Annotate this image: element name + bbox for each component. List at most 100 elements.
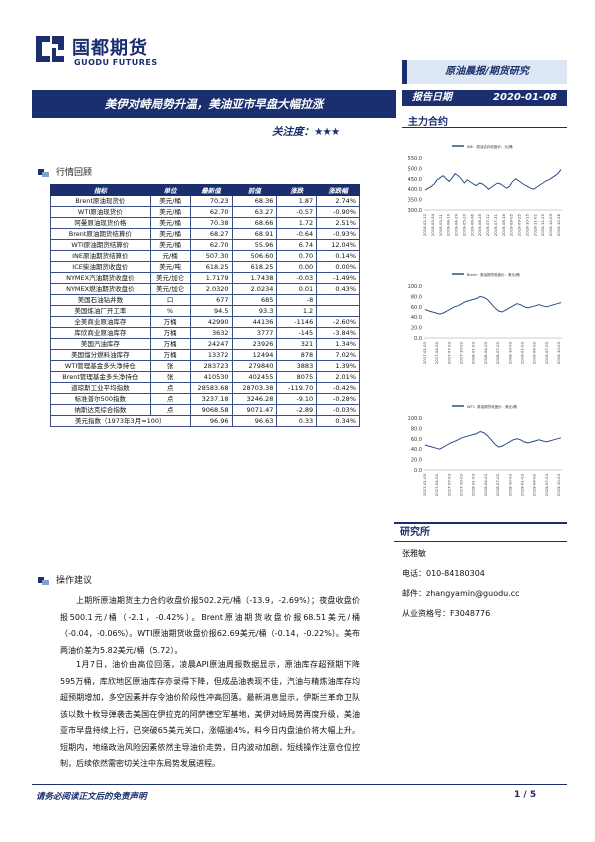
table-cell: 618.25 (189, 261, 233, 273)
x-tick-label: 2019-04-03 (532, 341, 537, 364)
table-cell: 0.43% (316, 283, 360, 295)
table-cell: 张 (149, 371, 191, 383)
table-cell-name: WTI原油现货价 (50, 206, 151, 218)
x-tick-label: 2017-07-03 (446, 473, 451, 496)
table-cell: 元/桶 (149, 250, 191, 262)
table-cell: 1.7438 (231, 272, 278, 284)
table-cell: 万桶 (149, 338, 191, 350)
y-tick-label: 80.0 (411, 294, 422, 300)
y-tick-label: 500.0 (408, 166, 422, 172)
series-line (424, 169, 562, 191)
table-row: 库欣商业原油库存 万桶 3632 3777 -145 -3.84% (50, 327, 360, 339)
table-cell: 13372 (189, 349, 233, 361)
table-row: 标准普尔500指数点 3237.18 3246.28 -9.10 -0.28% (50, 393, 360, 405)
table-cell: % (149, 305, 191, 317)
table-cell: 万桶 (149, 327, 191, 339)
y-tick-label: 550.0 (408, 156, 422, 162)
table-row: 道琼斯工业平均指数点 28583.68 28703.38 -119.70 -0.42% (50, 382, 360, 394)
table-cell: 1.39% (316, 360, 360, 372)
table-cell: 0.34% (316, 415, 360, 427)
table-cell: -0.90% (316, 206, 360, 218)
x-tick-label: 2017-01-03 (422, 473, 427, 496)
table-row: WTI原油期货结算价 美元/桶 62.70 55.96 6.74 12.04% (50, 239, 360, 251)
x-tick-label: 2017-01-03 (422, 341, 427, 364)
table-cell: 402455 (231, 371, 278, 383)
table-cell: 1.34% (316, 338, 360, 350)
x-tick-label: 2019-03-04 (430, 213, 435, 236)
table-cell-name: 美国馏分燃料油库存 (50, 349, 151, 361)
report-title: 美伊对峙局势升温，美油亚市早盘大幅拉涨 (32, 90, 396, 118)
table-cell: -8 (276, 294, 318, 306)
page-number: 1 / 5 (514, 790, 537, 800)
x-tick-label: 2017-10-03 (459, 341, 464, 364)
x-tick-label: 2019-07-03 (544, 473, 549, 496)
x-tick-label: 2018-10-03 (507, 473, 512, 496)
table-cell: -145 (276, 327, 318, 339)
table-cell: 3777 (231, 327, 278, 339)
table-cell: 70.23 (189, 195, 233, 207)
table-row: 美国馏分燃料油库存 万桶 13372 12494 878 7.02% (50, 349, 360, 361)
table-cell: -1146 (276, 316, 318, 328)
table-cell: 63.27 (231, 206, 278, 218)
table-cell: 1.87 (276, 195, 318, 207)
table-cell: 12494 (231, 349, 278, 361)
table-cell-name: WTI原油期货结算价 (50, 239, 151, 251)
table-cell: 0.70 (276, 250, 318, 262)
table-header-cell: 前值 (231, 184, 278, 196)
table-cell: 美元/桶 (149, 217, 191, 229)
table-cell: -3.84% (316, 327, 360, 339)
table-cell: 677 (189, 294, 233, 306)
table-header-cell: 涨跌 (276, 184, 318, 196)
table-row: ICE柴油期货收盘价 美元/吨 618.25 618.25 0.00 0.00% (50, 261, 360, 273)
y-tick-label: 20.0 (411, 458, 422, 464)
operation-advice-heading: 操作建议 (38, 573, 92, 586)
y-tick-label: 350.0 (408, 198, 422, 204)
main-contract-label: 主力合约 (402, 113, 567, 128)
table-cell: 55.96 (231, 239, 278, 251)
table-cell-name: 标准普尔500指数 (50, 393, 151, 405)
table-header-cell: 指标 (50, 184, 151, 196)
focus-rating: 关注度：★★★ (272, 124, 340, 139)
table-cell-name: NYMEX汽油期货收盘价 (50, 272, 151, 284)
table-row: Brent管理基金多头净持仓张 410530 402455 8075 2.01% (50, 371, 360, 383)
table-cell: 美元/桶 (149, 206, 191, 218)
table-cell: 万桶 (149, 316, 191, 328)
legend-label: INE：原油合约收盘价：元/桶 (467, 144, 513, 149)
table-cell: 3883 (276, 360, 318, 372)
table-row: 美元指数（1973年3月=100） 96.96 96.63 0.33 0.34% (50, 415, 360, 427)
market-review-heading: 行情回顾 (38, 165, 92, 178)
table-row: NYMEX汽油期货收盘价 美元/加仑 1.7179 1.7438 -0.03 -1.49% (50, 272, 360, 284)
table-row: 美国汽油库存 万桶 24247 23926 321 1.34% (50, 338, 360, 350)
table-cell: 3237.18 (189, 393, 233, 405)
x-tick-label: 2019-07-12 (485, 213, 490, 236)
table-cell: -0.64 (276, 228, 318, 240)
table-cell: 24247 (189, 338, 233, 350)
analyst-phone: 电话：010-84180304 (402, 569, 485, 578)
table-cell: 12.04% (316, 239, 360, 251)
table-header-row: 指标 单位 最新值 前值 涨跌 涨跌幅 (50, 184, 360, 196)
series-line (424, 430, 562, 450)
table-cell-name: WTI管理基金多头净持仓 (50, 360, 151, 372)
table-cell: 点 (149, 382, 191, 394)
y-tick-label: 450.0 (408, 177, 422, 183)
table-cell: 68.36 (231, 195, 278, 207)
table-cell: 1.72 (276, 217, 318, 229)
x-tick-label: 2019-08-19 (501, 213, 506, 236)
table-cell-name: ICE柴油期货收盘价 (50, 261, 151, 273)
table-cell: -1.49% (316, 272, 360, 284)
table-cell: 68.91 (231, 228, 278, 240)
table-cell: 美元/桶 (149, 239, 191, 251)
x-tick-label: 2019-11-20 (540, 213, 545, 236)
x-tick-label: 2017-04-03 (434, 341, 439, 364)
x-tick-label: 2018-01-03 (471, 473, 476, 496)
table-row: 美国炼油厂开工率% 94.5 93.3 1.2 (50, 305, 360, 317)
analyst-email[interactable]: 邮件：zhangyamin@guodu.cc (402, 589, 520, 598)
section-bullet-icon (38, 168, 50, 177)
table-cell-name: 库欣商业原油库存 (50, 327, 151, 339)
table-cell: 9071.47 (231, 404, 278, 416)
x-tick-label: 2019-10-03 (556, 473, 561, 496)
y-tick-label: 0.0 (414, 468, 422, 474)
x-tick-label: 2019-04-10 (446, 213, 451, 236)
x-tick-label: 2019-05-20 (461, 213, 466, 236)
table-cell: 口 (149, 294, 191, 306)
